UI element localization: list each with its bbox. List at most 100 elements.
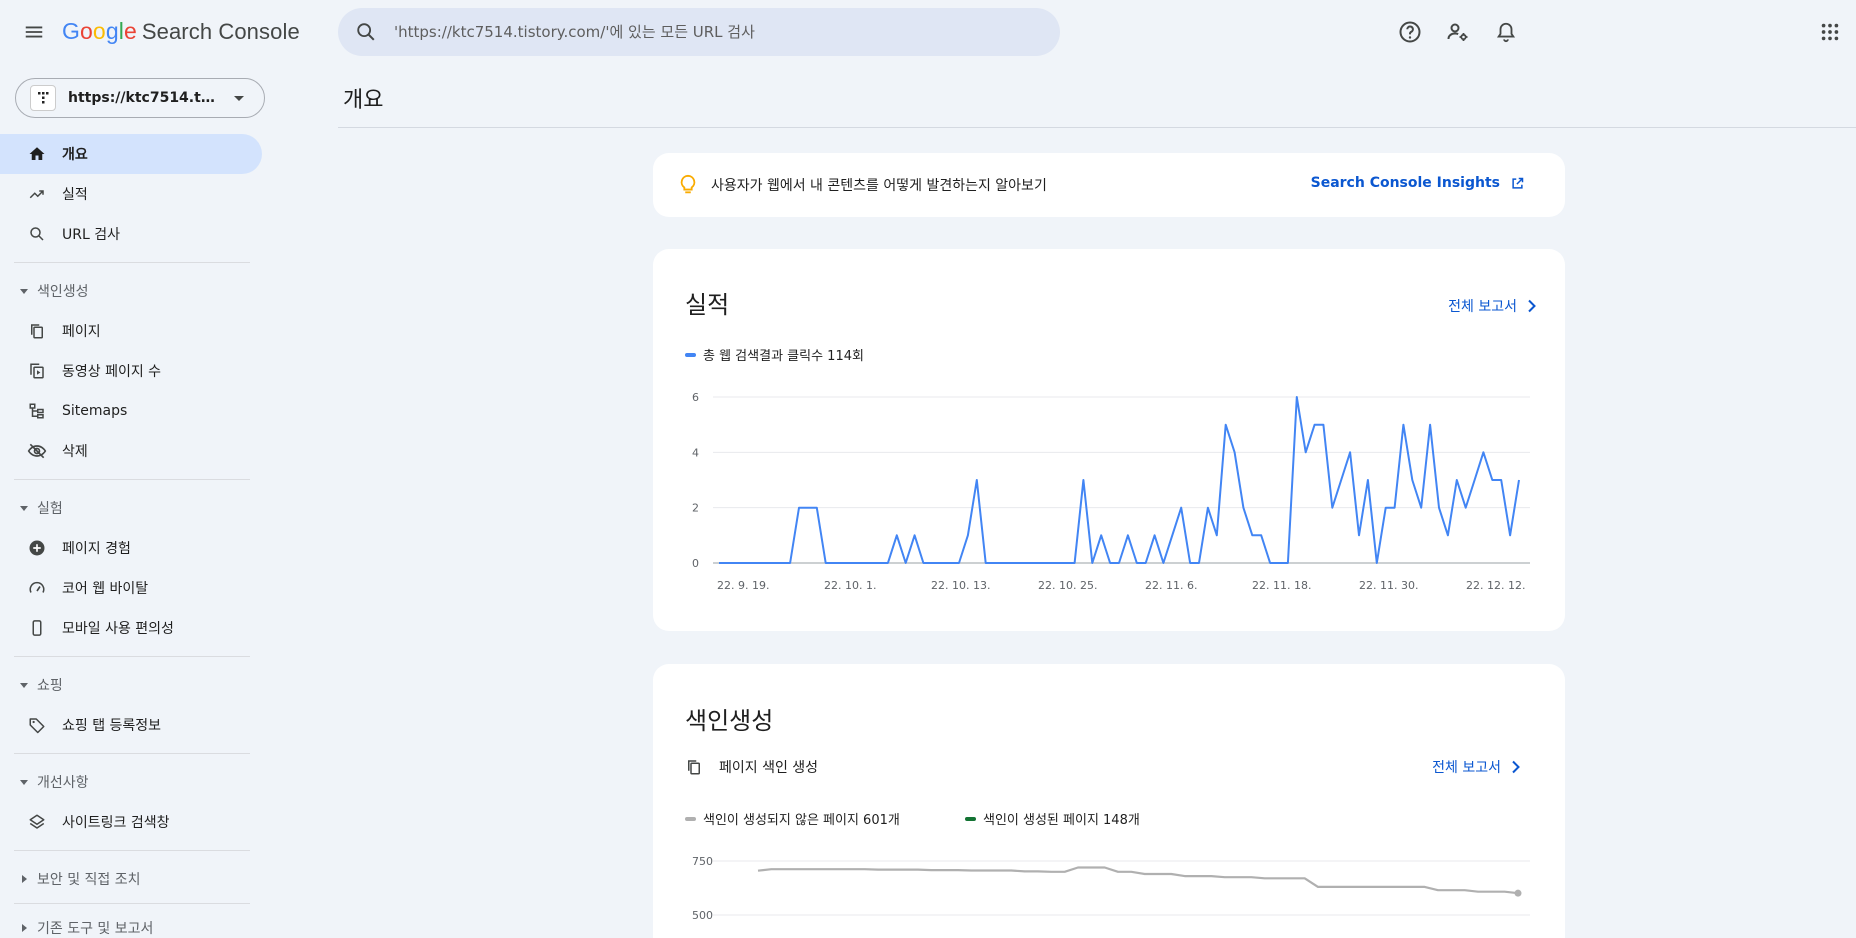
product-name: Search Console (141, 19, 300, 44)
sidebar-item-page-experience[interactable]: 페이지 경험 (0, 528, 262, 568)
indexing-card: 색인생성 페이지 색인 생성 전체 보고서 색인이 생성되지 않은 페이지 60… (653, 664, 1565, 938)
notifications-icon (1496, 22, 1516, 43)
sidebar-item-sitemaps[interactable]: Sitemaps (0, 391, 262, 431)
sidebar-item-label: 페이지 (62, 324, 101, 340)
clicks-legend[interactable]: 총 웹 검색결과 클릭수 114회 (685, 345, 864, 364)
chevron-down-icon (234, 96, 244, 101)
x-tick-label: 22. 11. 30. (1359, 579, 1418, 592)
indexed-legend[interactable]: 색인이 생성된 페이지 148개 (965, 809, 1140, 828)
legend-swatch (685, 352, 696, 357)
y-tick-label: 2 (692, 502, 699, 515)
search-console-insights-link[interactable]: Search Console Insights (1311, 175, 1525, 191)
property-label: https://ktc7514.tisto... (68, 90, 218, 106)
help-button[interactable] (1390, 12, 1430, 52)
section-shopping[interactable]: 쇼핑 (0, 665, 262, 705)
section-legacy-tools[interactable]: 기존 도구 및 보고서 (0, 908, 262, 938)
url-inspection-search[interactable] (338, 8, 1060, 56)
nav-divider (14, 850, 250, 851)
y-tick-label: 750 (692, 855, 713, 868)
sidebar-item-url-inspection[interactable]: URL 검사 (0, 214, 262, 254)
search-icon (338, 21, 394, 43)
nav-divider (14, 753, 250, 754)
sidebar-item-performance[interactable]: 실적 (0, 174, 262, 214)
insights-banner: 사용자가 웹에서 내 콘텐츠를 어떻게 발견하는지 알아보기 Search Co… (653, 153, 1565, 217)
sidebar-item-overview[interactable]: 개요 (0, 134, 262, 174)
sidebar-item-sitelinks-searchbox[interactable]: 사이트링크 검색창 (0, 802, 262, 842)
top-app-bar: Google Search Console (0, 0, 1856, 64)
x-tick-label: 22. 10. 1. (824, 579, 876, 592)
performance-card: 실적 전체 보고서 총 웹 검색결과 클릭수 114회 0 2 4 6 22. 9. 1… (653, 249, 1565, 631)
property-selector[interactable]: https://ktc7514.tisto... (15, 78, 265, 118)
sidebar-item-label: 사이트링크 검색창 (62, 815, 170, 831)
section-security-manual-actions[interactable]: 보안 및 직접 조치 (0, 859, 262, 899)
site-favicon (30, 85, 56, 111)
sidebar-item-pages[interactable]: 페이지 (0, 311, 262, 351)
sidebar-item-label: 삭제 (62, 444, 88, 460)
tag-icon (26, 714, 48, 736)
caret-down-icon (20, 505, 28, 511)
sidebar-nav: 개요 실적 URL 검사 색인생성 페이지 동영상 페이지 수 Sitemaps… (0, 134, 262, 938)
apps-grid-icon (1821, 23, 1839, 41)
clicks-series-line (719, 396, 1520, 564)
sidebar-item-label: URL 검사 (62, 227, 120, 243)
pages-icon (685, 758, 703, 776)
sidebar-item-label: 코어 웹 바이탈 (62, 581, 149, 597)
speed-icon (26, 577, 48, 599)
menu-icon (25, 26, 43, 38)
performance-full-report-link[interactable]: 전체 보고서 (1448, 296, 1537, 316)
caret-right-icon (22, 875, 27, 883)
indexing-full-report-link[interactable]: 전체 보고서 (1432, 757, 1521, 777)
manage-users-button[interactable] (1438, 12, 1478, 52)
nav-divider (14, 656, 250, 657)
page-indexing-row: 페이지 색인 생성 (685, 757, 818, 777)
sidebar-item-shopping-tab-listings[interactable]: 쇼핑 탭 등록정보 (0, 705, 262, 745)
chevron-right-icon (1512, 760, 1520, 774)
chevron-right-icon (1528, 299, 1536, 313)
nav-divider (14, 903, 250, 904)
nav-divider (14, 479, 250, 480)
trending-up-icon (26, 183, 48, 205)
x-tick-label: 22. 12. 12. (1466, 579, 1525, 592)
x-tick-label: 22. 9. 19. (717, 579, 769, 592)
caret-down-icon (20, 779, 28, 785)
pages-icon (26, 320, 48, 342)
product-logo[interactable]: Google Search Console (62, 18, 300, 45)
performance-title: 실적 (685, 291, 730, 319)
not-indexed-end-point (1514, 889, 1522, 897)
sidebar-item-label: 모바일 사용 편의성 (62, 621, 174, 637)
x-tick-label: 22. 11. 6. (1145, 579, 1197, 592)
title-divider (338, 127, 1856, 128)
y-tick-label: 6 (692, 391, 699, 404)
google-wordmark: Google (62, 18, 137, 44)
legend-swatch (685, 816, 696, 821)
section-enhancements[interactable]: 개선사항 (0, 762, 262, 802)
manage-users-icon (1447, 23, 1468, 41)
sidebar-item-label: 개요 (62, 147, 88, 163)
sidebar-item-core-web-vitals[interactable]: 코어 웹 바이탈 (0, 568, 262, 608)
caret-down-icon (20, 682, 28, 688)
x-tick-label: 22. 10. 25. (1038, 579, 1097, 592)
x-tick-label: 22. 10. 13. (931, 579, 990, 592)
visibility-off-icon (26, 440, 48, 462)
sidebar-item-mobile-usability[interactable]: 모바일 사용 편의성 (0, 608, 262, 648)
notifications-button[interactable] (1486, 12, 1526, 52)
section-experience[interactable]: 실험 (0, 488, 262, 528)
caret-right-icon (22, 924, 27, 932)
sidebar-item-video-pages[interactable]: 동영상 페이지 수 (0, 351, 262, 391)
caret-down-icon (20, 288, 28, 294)
x-tick-label: 22. 11. 18. (1252, 579, 1311, 592)
main-menu-button[interactable] (14, 12, 54, 52)
search-input[interactable] (394, 23, 1060, 41)
y-tick-label: 4 (692, 446, 699, 459)
help-icon (1399, 21, 1421, 43)
sidebar-item-label: Sitemaps (62, 403, 128, 419)
y-tick-label: 500 (692, 909, 713, 922)
not-indexed-legend[interactable]: 색인이 생성되지 않은 페이지 601개 (685, 809, 900, 828)
google-apps-button[interactable] (1810, 12, 1850, 52)
sidebar-item-label: 동영상 페이지 수 (62, 364, 162, 380)
sidebar-item-removals[interactable]: 삭제 (0, 431, 262, 471)
clicks-line-chart: 0 2 4 6 22. 9. 19. 22. 10. 1. 22. 10. 13. 22. 1… (692, 391, 1530, 592)
search-icon (26, 223, 48, 245)
home-icon (26, 143, 48, 165)
section-indexing[interactable]: 색인생성 (0, 271, 262, 311)
